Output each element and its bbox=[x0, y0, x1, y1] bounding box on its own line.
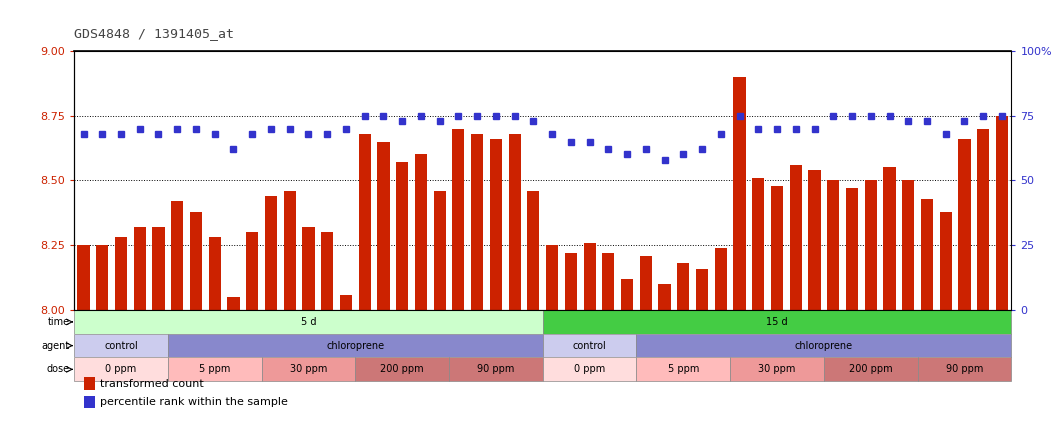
Bar bbox=[77, 245, 90, 310]
Text: 5 ppm: 5 ppm bbox=[667, 364, 699, 374]
Text: 0 ppm: 0 ppm bbox=[574, 364, 606, 374]
Bar bbox=[603, 253, 614, 310]
Bar bbox=[133, 227, 146, 310]
Bar bbox=[168, 357, 262, 381]
Bar bbox=[152, 227, 164, 310]
Bar bbox=[114, 237, 127, 310]
Bar bbox=[246, 232, 258, 310]
Text: chloroprene: chloroprene bbox=[326, 341, 384, 351]
Bar bbox=[471, 134, 483, 310]
Bar bbox=[921, 198, 933, 310]
Bar bbox=[543, 310, 1011, 334]
Bar bbox=[564, 253, 577, 310]
Text: 5 ppm: 5 ppm bbox=[199, 364, 231, 374]
Text: 90 ppm: 90 ppm bbox=[478, 364, 515, 374]
Bar bbox=[209, 237, 221, 310]
Text: 200 ppm: 200 ppm bbox=[380, 364, 424, 374]
Bar bbox=[543, 334, 636, 357]
Bar bbox=[883, 168, 896, 310]
Bar bbox=[939, 212, 952, 310]
Bar bbox=[640, 255, 652, 310]
Text: 15 d: 15 d bbox=[767, 317, 788, 327]
Bar bbox=[74, 310, 543, 334]
Bar bbox=[302, 227, 315, 310]
Bar bbox=[918, 357, 1011, 381]
Bar bbox=[621, 279, 633, 310]
Text: 200 ppm: 200 ppm bbox=[849, 364, 893, 374]
Bar bbox=[659, 284, 670, 310]
Bar bbox=[734, 77, 746, 310]
Bar bbox=[356, 357, 449, 381]
Bar bbox=[696, 269, 708, 310]
Bar bbox=[172, 201, 183, 310]
Bar bbox=[321, 232, 334, 310]
Bar bbox=[715, 248, 726, 310]
Text: 90 ppm: 90 ppm bbox=[946, 364, 983, 374]
Bar bbox=[74, 334, 168, 357]
Bar bbox=[396, 162, 409, 310]
Bar bbox=[790, 165, 802, 310]
Text: time: time bbox=[48, 317, 70, 327]
Text: dose: dose bbox=[47, 364, 70, 374]
Bar bbox=[489, 139, 502, 310]
Bar bbox=[190, 212, 202, 310]
Bar bbox=[995, 115, 1008, 310]
Text: 5 d: 5 d bbox=[301, 317, 317, 327]
Bar bbox=[546, 245, 558, 310]
Bar bbox=[958, 139, 971, 310]
Bar bbox=[449, 357, 543, 381]
Bar bbox=[543, 357, 636, 381]
Bar bbox=[527, 191, 539, 310]
Bar bbox=[96, 245, 108, 310]
Bar bbox=[433, 191, 446, 310]
Text: control: control bbox=[104, 341, 138, 351]
Bar bbox=[359, 134, 371, 310]
Bar bbox=[824, 357, 918, 381]
Bar bbox=[84, 377, 94, 390]
Text: control: control bbox=[573, 341, 607, 351]
Bar bbox=[864, 181, 877, 310]
Bar bbox=[636, 334, 1011, 357]
Bar bbox=[168, 334, 543, 357]
Bar bbox=[677, 264, 689, 310]
Bar bbox=[228, 297, 239, 310]
Bar bbox=[415, 154, 427, 310]
Text: GDS4848 / 1391405_at: GDS4848 / 1391405_at bbox=[74, 27, 234, 40]
Bar bbox=[340, 294, 352, 310]
Bar bbox=[452, 129, 465, 310]
Bar bbox=[584, 243, 596, 310]
Bar bbox=[808, 170, 821, 310]
Bar bbox=[508, 134, 521, 310]
Text: agent: agent bbox=[41, 341, 70, 351]
Bar bbox=[846, 188, 858, 310]
Bar bbox=[902, 181, 914, 310]
Bar bbox=[377, 142, 390, 310]
Bar bbox=[262, 357, 356, 381]
Bar bbox=[977, 129, 989, 310]
Bar bbox=[827, 181, 840, 310]
Text: 30 ppm: 30 ppm bbox=[758, 364, 795, 374]
Text: 0 ppm: 0 ppm bbox=[105, 364, 137, 374]
Bar bbox=[636, 357, 731, 381]
Text: 30 ppm: 30 ppm bbox=[290, 364, 327, 374]
Bar bbox=[771, 186, 784, 310]
Bar bbox=[284, 191, 295, 310]
Bar bbox=[74, 357, 168, 381]
Bar bbox=[752, 178, 765, 310]
Bar bbox=[265, 196, 277, 310]
Text: percentile rank within the sample: percentile rank within the sample bbox=[101, 397, 288, 407]
Text: transformed count: transformed count bbox=[101, 379, 204, 389]
Bar bbox=[84, 396, 94, 408]
Bar bbox=[731, 357, 824, 381]
Text: chloroprene: chloroprene bbox=[795, 341, 852, 351]
